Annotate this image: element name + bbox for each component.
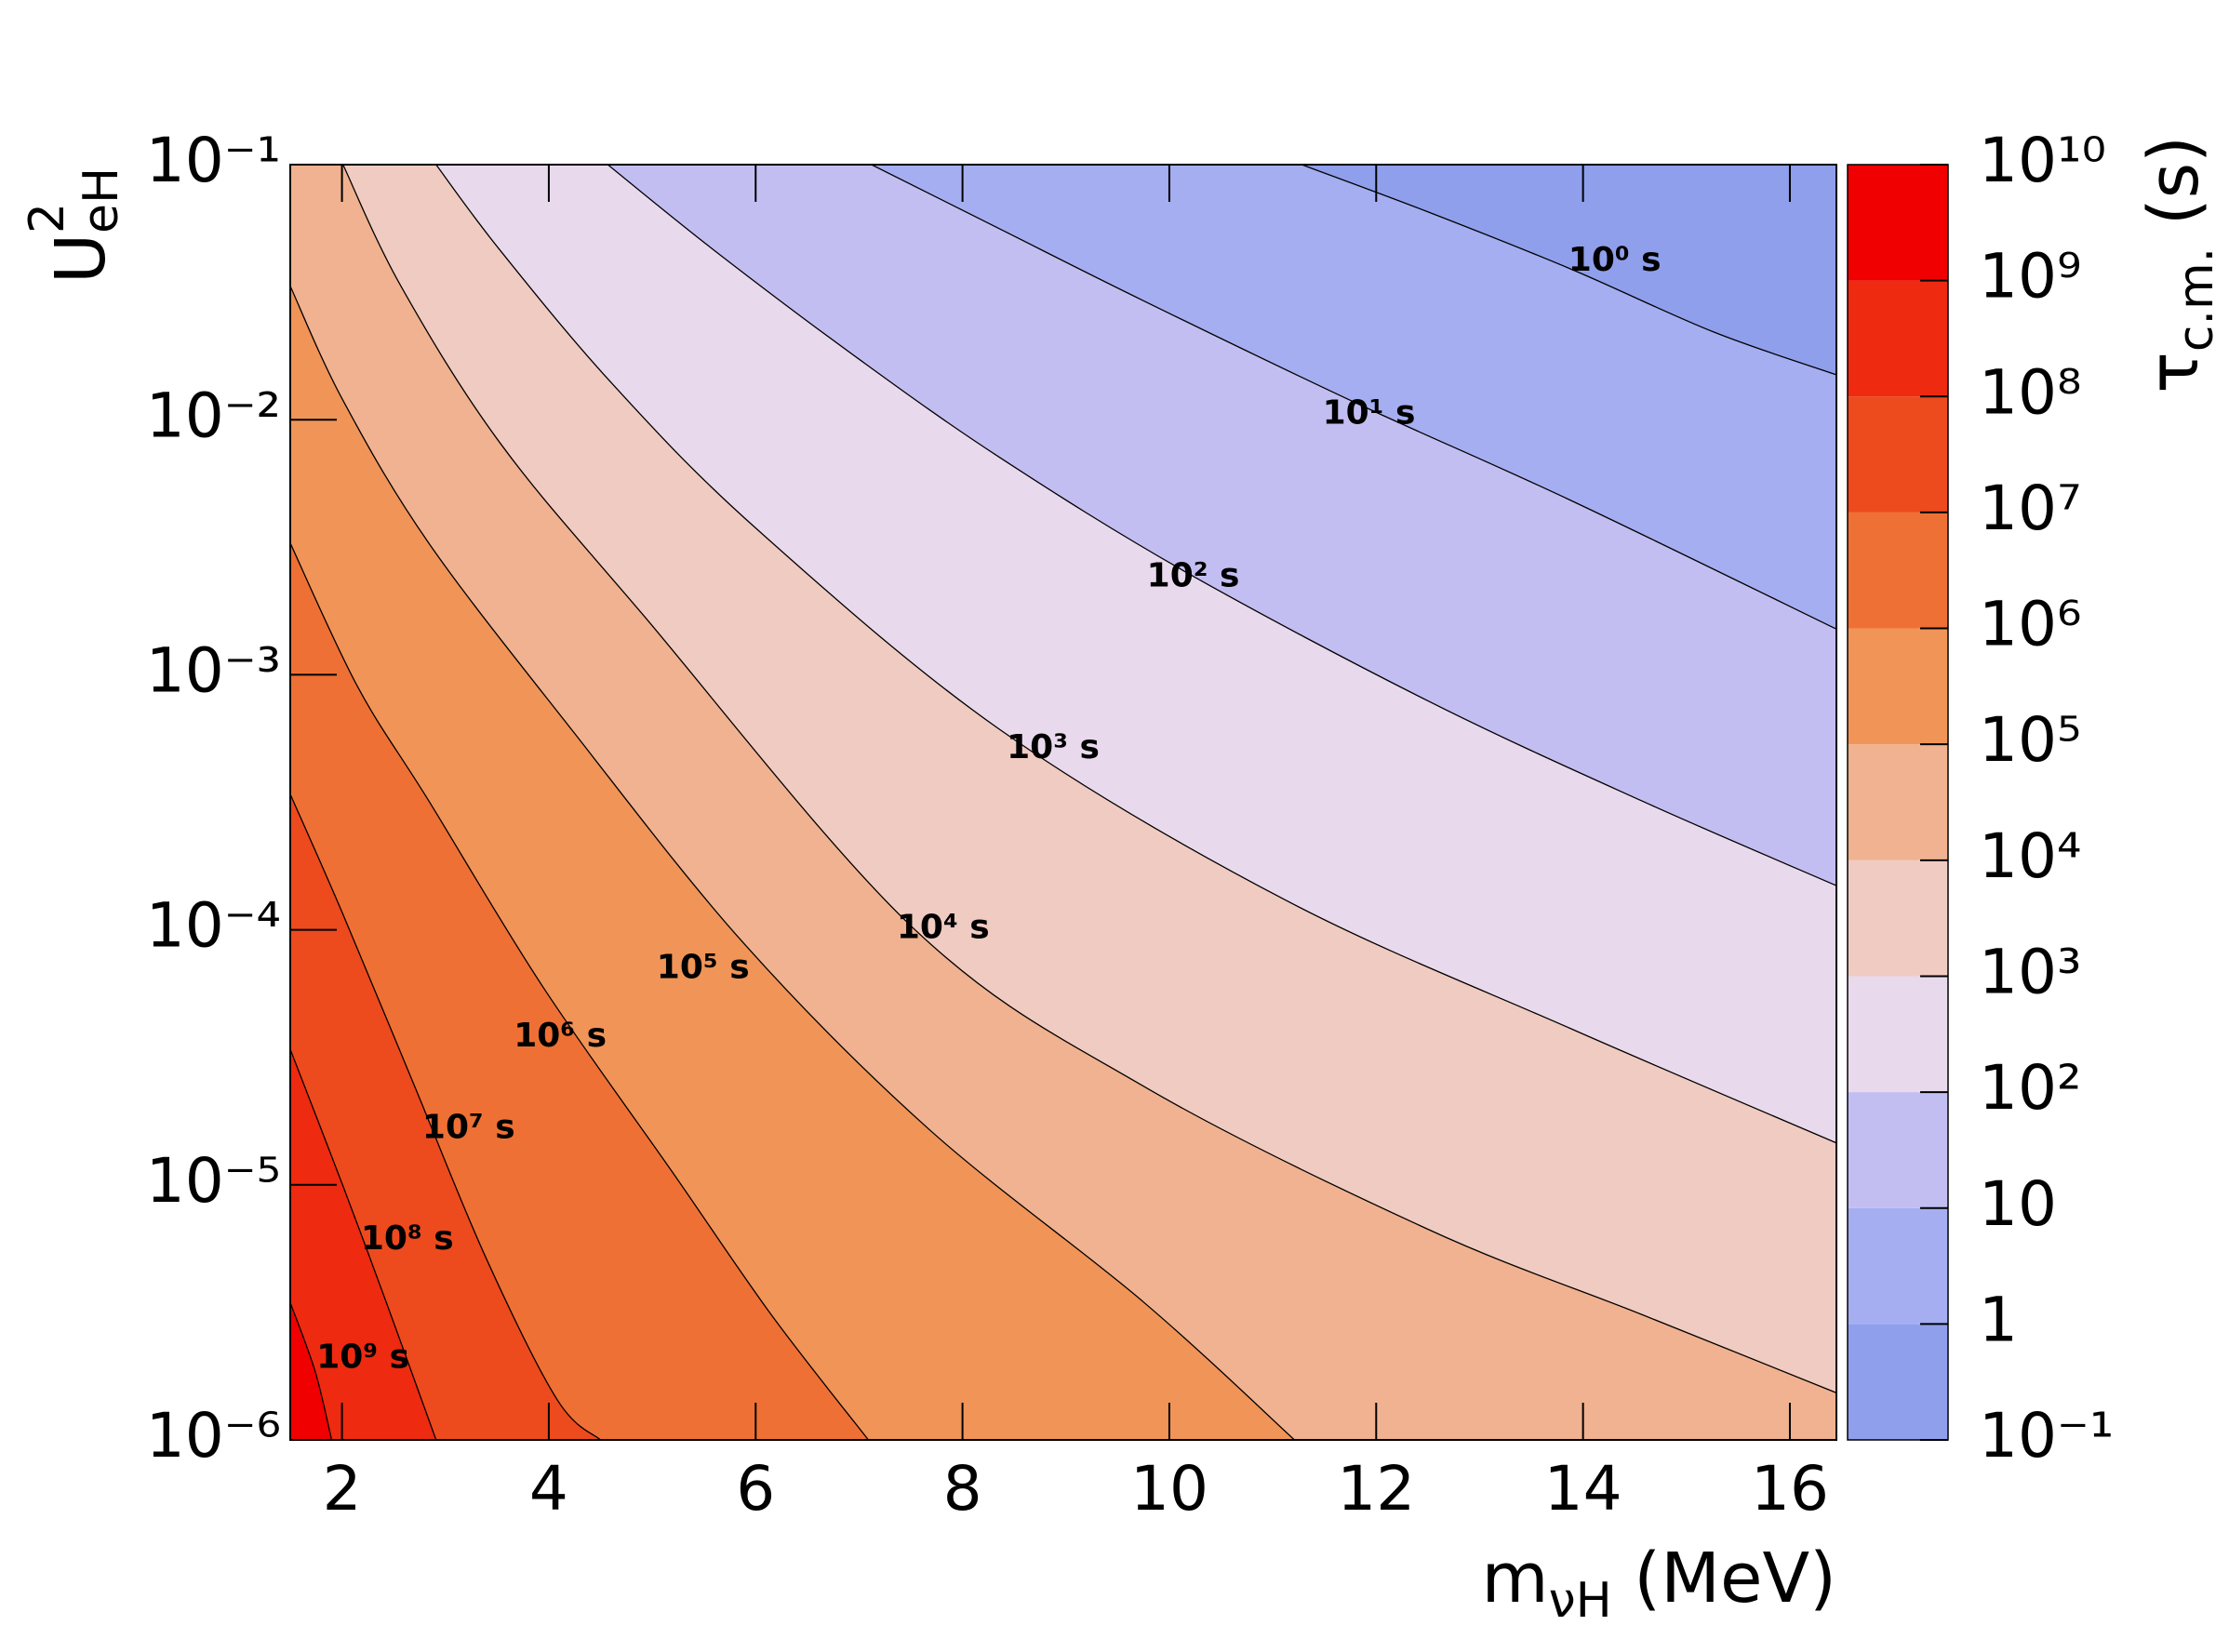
colorbar-band [1848, 280, 1948, 397]
z-tick-label: 10³ [1979, 937, 2081, 1008]
contour-line [607, 165, 1836, 886]
colorbar-band [1848, 165, 1948, 281]
z-axis-title: τc.m. (s) [2134, 136, 2224, 393]
contour-label: 10¹ s [1323, 393, 1416, 432]
z-tick-label: 10⁻¹ [1979, 1400, 2114, 1472]
contour-line [342, 165, 1836, 1393]
contour-label: 10⁸ s [361, 1219, 454, 1258]
z-tick-label: 10² [1979, 1052, 2081, 1124]
colorbar-band [1848, 396, 1948, 513]
contour-line [290, 793, 601, 1440]
y-tick-label: 10⁻⁶ [146, 1400, 281, 1472]
y-title-sub: eH [73, 167, 129, 233]
contour-line [1301, 165, 1836, 376]
x-title-sub: νH [1549, 1573, 1612, 1629]
y-tick-label: 10⁻¹ [146, 125, 281, 196]
contour-line [290, 1302, 333, 1440]
z-tick-label: 10⁹ [1979, 241, 2081, 313]
x-tick-label: 4 [529, 1453, 568, 1525]
z-tick-label: 10⁴ [1979, 820, 2081, 892]
colorbar-band [1848, 1092, 1948, 1208]
z-tick-label: 10⁸ [1979, 356, 2081, 428]
region-fill [871, 165, 1836, 630]
y-tick-label: 10⁻⁵ [146, 1145, 281, 1217]
x-tick-label: 10 [1130, 1453, 1208, 1525]
z-tick-label: 1 [1979, 1284, 2018, 1355]
colorbar-band [1848, 1324, 1948, 1440]
z-tick-label: 10⁷ [1979, 473, 2081, 544]
y-title-sup: 2 [20, 203, 75, 233]
y-title-main: U [41, 233, 121, 284]
z-tick-label: 10⁵ [1979, 704, 2081, 776]
contour-line [871, 165, 1836, 630]
y-axis-title: U eH 2 [20, 167, 129, 284]
region-fill [1301, 165, 1836, 375]
y-tick-label: 10⁻⁴ [146, 890, 281, 962]
z-axis-title-text: τc.m. (s) [2134, 136, 2224, 393]
contour-label: 10⁹ s [316, 1339, 409, 1377]
y-tick-label: 10⁻³ [146, 634, 281, 706]
y-tick-label: 10⁻² [146, 380, 281, 451]
colorbar-band [1848, 628, 1948, 745]
x-tick-label: 14 [1544, 1453, 1622, 1525]
contour-label: 10⁴ s [897, 908, 990, 946]
contour-line [290, 542, 869, 1440]
z-tick-label: 10 [1979, 1168, 2057, 1240]
contour-label: 10³ s [1007, 728, 1100, 766]
z-tick-label: 10¹⁰ [1979, 125, 2106, 196]
x-tick-label: 8 [943, 1453, 982, 1525]
plot-frame [289, 164, 1837, 1441]
contour-line [290, 286, 1295, 1440]
contour-label: 10⁵ s [657, 948, 750, 986]
colorbar-band [1848, 1207, 1948, 1325]
z-title-main: τ [2134, 352, 2214, 393]
colorbar-frame [1847, 164, 1949, 1441]
contour-lines [290, 165, 1836, 1440]
x-title-main: m [1481, 1539, 1548, 1619]
x-axis-title: mνH (MeV) [1481, 1539, 1836, 1629]
contour-line [435, 165, 1836, 1144]
z-title-sub: c.m. [2169, 247, 2224, 352]
colorbar-band [1848, 744, 1948, 860]
contour-fills [290, 165, 1836, 1440]
colorbar-band [1848, 976, 1948, 1093]
z-tick-label: 10⁶ [1979, 589, 2081, 660]
contour-line [290, 1048, 437, 1440]
colorbar-band [1848, 859, 1948, 977]
x-tick-label: 12 [1337, 1453, 1415, 1525]
contour-label: 10² s [1147, 557, 1240, 595]
colorbar-band [1848, 512, 1948, 629]
x-tick-label: 2 [323, 1453, 362, 1525]
contour-label: 10⁷ s [422, 1108, 515, 1146]
contour-label: 10⁰ s [1568, 241, 1662, 279]
x-tick-label: 6 [736, 1453, 775, 1525]
z-title-rest: (s) [2134, 136, 2214, 247]
contour-label: 10⁶ s [514, 1017, 607, 1055]
x-title-rest: (MeV) [1612, 1539, 1836, 1619]
x-tick-label: 16 [1751, 1453, 1829, 1525]
